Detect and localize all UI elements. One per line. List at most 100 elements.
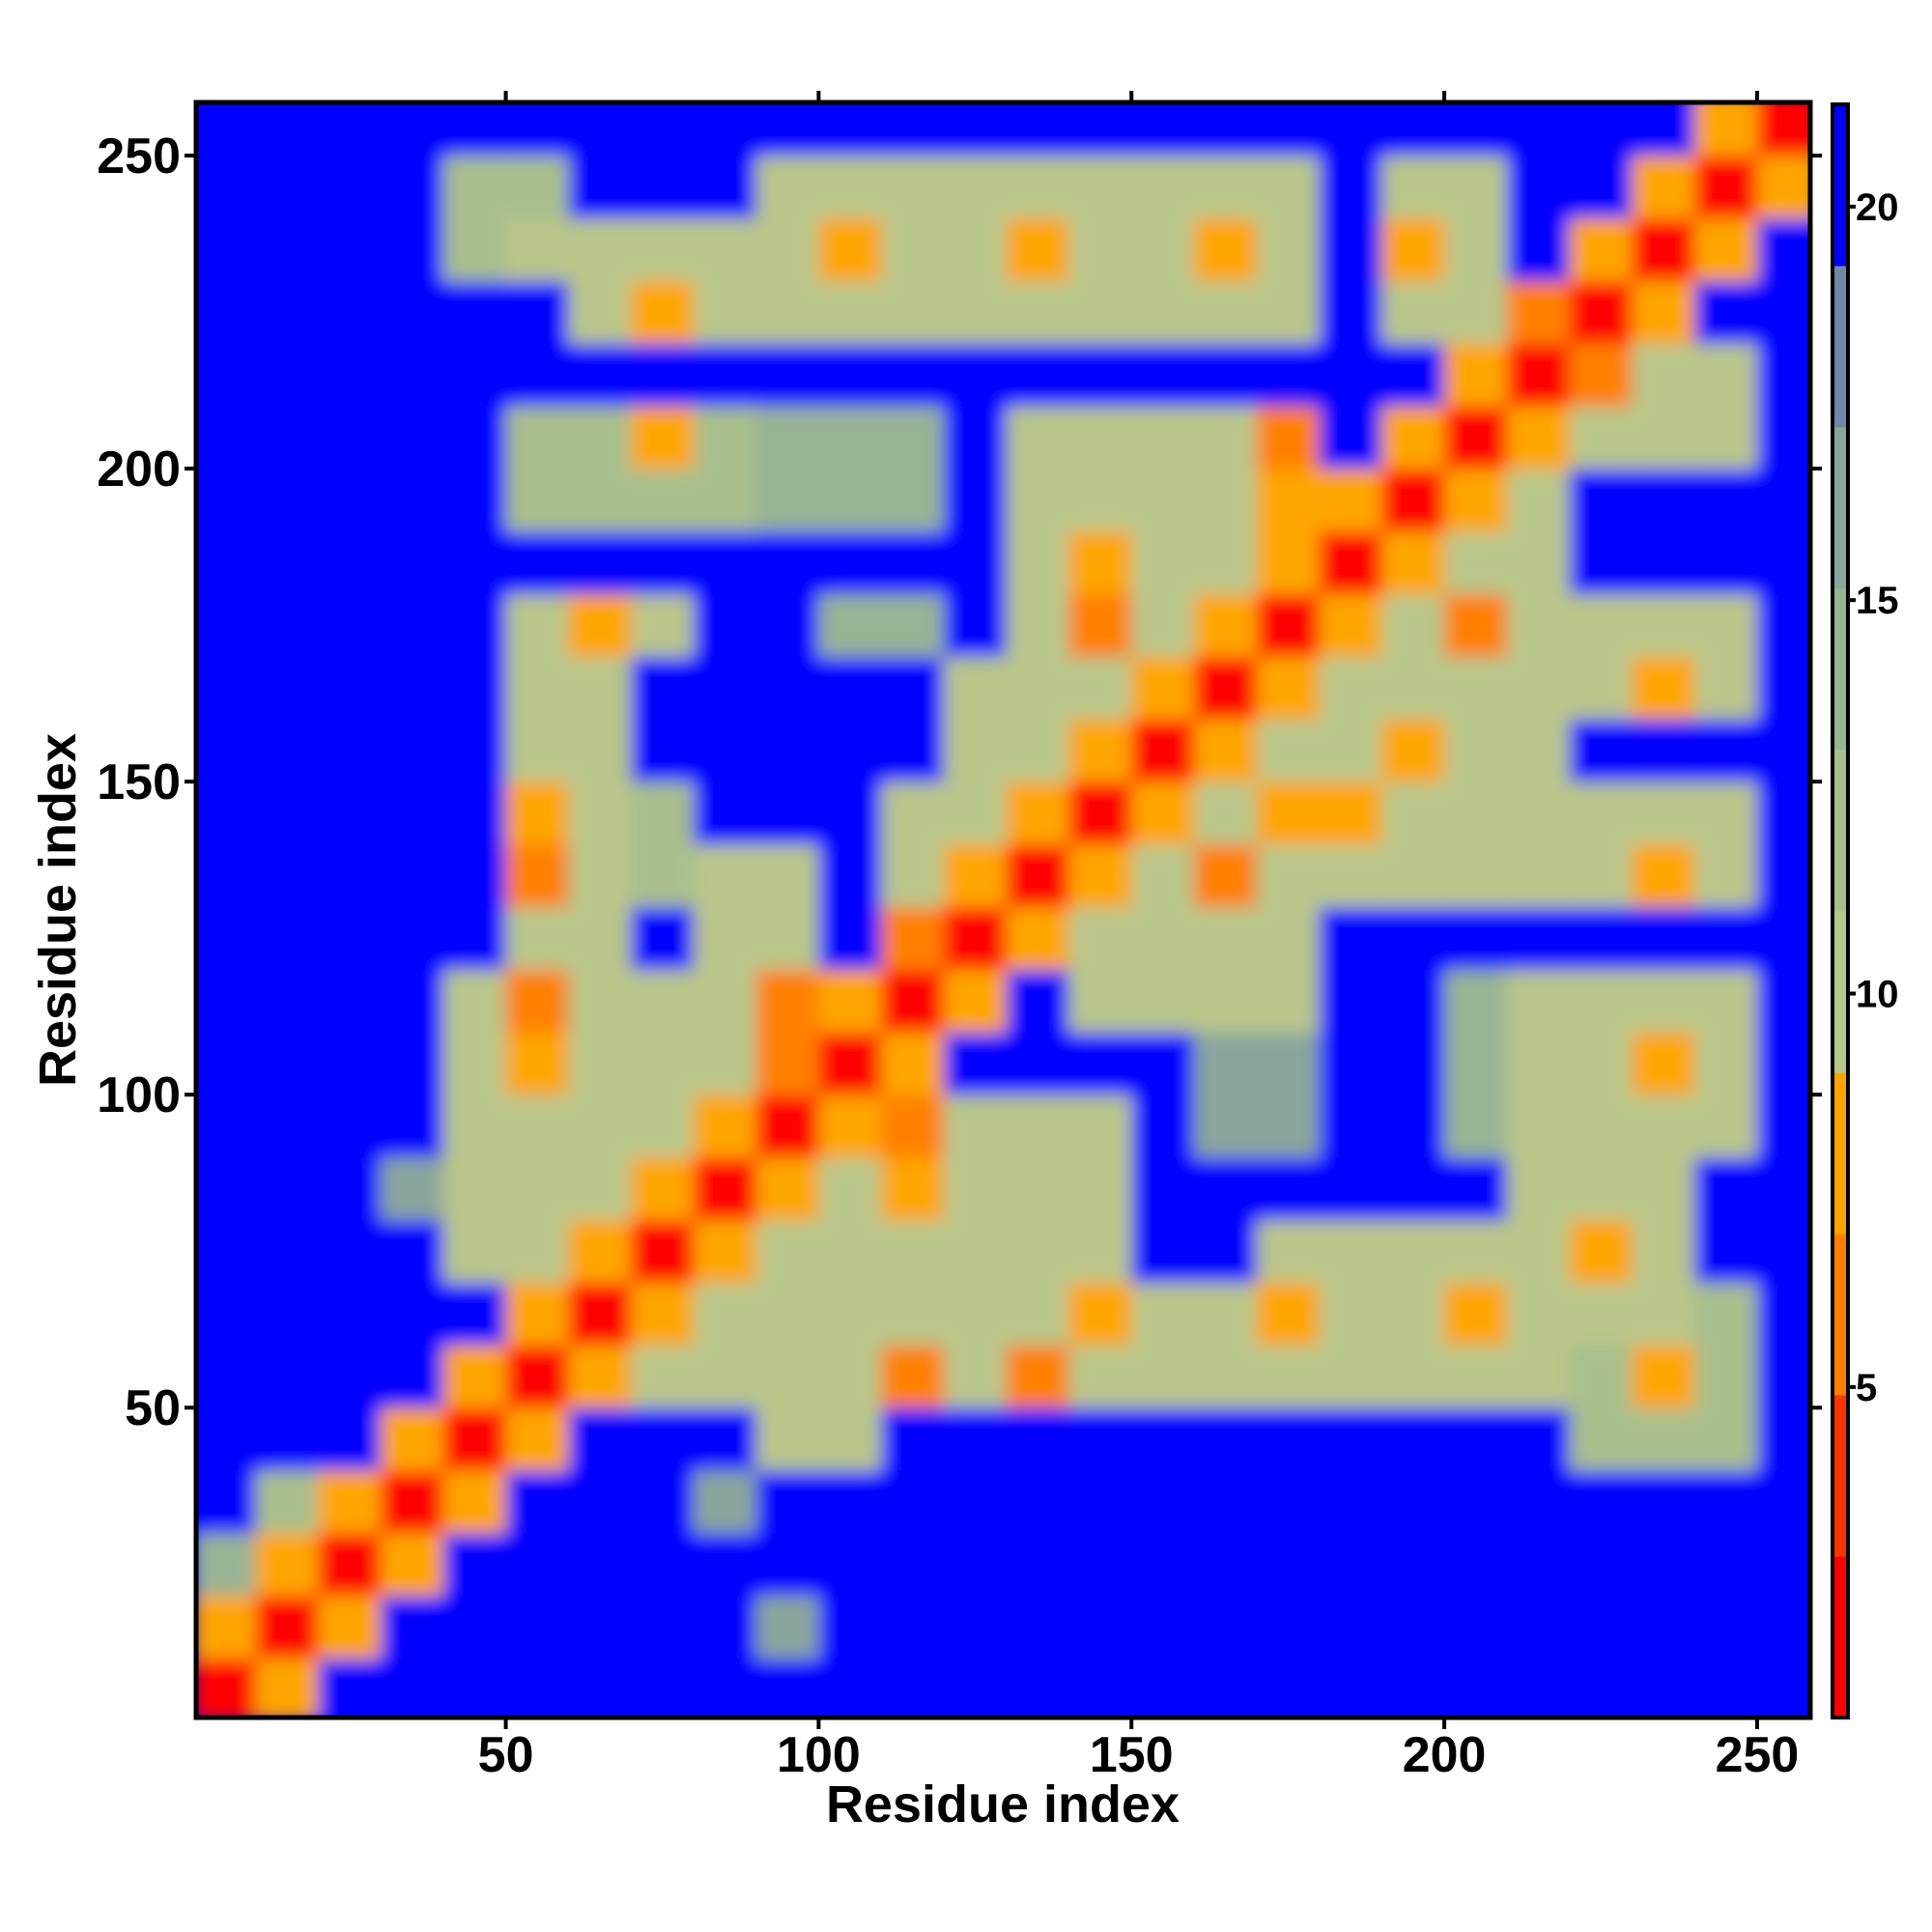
heatmap-cell <box>381 1595 444 1659</box>
heatmap-cell <box>1569 843 1633 908</box>
heatmap-cell <box>943 1407 1008 1471</box>
heatmap-cell <box>1569 1470 1633 1534</box>
heatmap-cell <box>1194 156 1258 219</box>
heatmap-cell <box>631 1282 695 1346</box>
heatmap-cell <box>1256 781 1321 845</box>
heatmap-cell <box>442 1407 507 1471</box>
heatmap-cell <box>1632 593 1695 658</box>
heatmap-cell <box>631 280 695 345</box>
heatmap-cell <box>1319 719 1382 782</box>
heatmap-cell <box>755 719 819 782</box>
heatmap-cell <box>755 843 819 908</box>
heatmap-cell <box>1131 781 1195 845</box>
heatmap-cell <box>318 1407 382 1471</box>
heatmap-cell <box>1381 343 1445 407</box>
heatmap-cell <box>1694 656 1758 720</box>
heatmap-cell <box>881 1532 945 1597</box>
heatmap-cell <box>818 1156 882 1221</box>
x-tick-label: 250 <box>1716 1727 1800 1783</box>
heatmap-cell <box>255 1156 319 1221</box>
heatmap-cell <box>196 1282 257 1346</box>
heatmap-cell <box>818 593 882 658</box>
heatmap-cell <box>196 1532 257 1597</box>
heatmap-cell <box>1194 1407 1258 1471</box>
heatmap-cell <box>196 1219 257 1284</box>
heatmap-cell <box>505 1032 569 1095</box>
heatmap-cell <box>1632 1658 1695 1718</box>
heatmap-cell <box>442 843 507 908</box>
heatmap-cell <box>1131 1595 1195 1659</box>
heatmap-cell <box>1006 843 1070 908</box>
heatmap-cell <box>568 1595 632 1659</box>
heatmap-cell <box>196 156 257 219</box>
heatmap-cell <box>196 1156 257 1221</box>
heatmap-cell <box>1756 781 1810 845</box>
heatmap-cell <box>1569 280 1633 345</box>
heatmap-cell <box>381 217 444 282</box>
heatmap-cell <box>1256 843 1321 908</box>
heatmap-cell <box>1381 406 1445 469</box>
heatmap-cell <box>693 1470 757 1534</box>
heatmap-cell <box>755 102 819 156</box>
heatmap-cell <box>1006 102 1070 156</box>
heatmap-cell <box>255 1532 319 1597</box>
heatmap-cell <box>1381 469 1445 532</box>
heatmap-cell <box>1381 843 1445 908</box>
heatmap-cell <box>693 1032 757 1095</box>
heatmap-cell <box>1006 1658 1070 1718</box>
heatmap-cell <box>943 969 1008 1033</box>
heatmap-cell <box>442 593 507 658</box>
heatmap-cell <box>1506 469 1571 532</box>
heatmap-cell <box>1381 217 1445 282</box>
heatmap-cell <box>1569 719 1633 782</box>
heatmap-cell <box>1632 781 1695 845</box>
heatmap-cell <box>1756 719 1810 782</box>
heatmap-cell <box>1194 906 1258 971</box>
heatmap-cell <box>943 1658 1008 1718</box>
heatmap-cell <box>631 593 695 658</box>
heatmap-cell <box>1194 102 1258 156</box>
heatmap-cell <box>755 217 819 282</box>
heatmap-cell <box>442 406 507 469</box>
heatmap-cell <box>1694 1345 1758 1408</box>
heatmap-cell <box>1319 1595 1382 1659</box>
heatmap-cell <box>568 843 632 908</box>
heatmap-cell <box>1381 1156 1445 1221</box>
heatmap-cell <box>255 1658 319 1718</box>
heatmap-cell <box>1756 156 1810 219</box>
heatmap-cell <box>1319 781 1382 845</box>
heatmap-cell <box>1194 1156 1258 1221</box>
heatmap-cell <box>1569 969 1633 1033</box>
heatmap-cell <box>505 469 569 532</box>
heatmap-cell <box>1194 530 1258 595</box>
heatmap-cell <box>1569 530 1633 595</box>
heatmap-cell <box>1756 217 1810 282</box>
heatmap-cell <box>631 1658 695 1718</box>
heatmap-cell <box>381 280 444 345</box>
y-tick-label: 150 <box>97 754 181 810</box>
heatmap-cell <box>1381 530 1445 595</box>
heatmap-cell <box>631 1532 695 1597</box>
heatmap-cell <box>1068 781 1132 845</box>
heatmap-cell <box>568 656 632 720</box>
heatmap-cell <box>943 1470 1008 1534</box>
heatmap-cell <box>1444 530 1508 595</box>
heatmap-cell <box>442 469 507 532</box>
heatmap-cell <box>505 593 569 658</box>
heatmap-cell <box>631 406 695 469</box>
heatmap-cell <box>1319 906 1382 971</box>
heatmap-cell <box>1194 1032 1258 1095</box>
heatmap-cell <box>1569 102 1633 156</box>
heatmap-cell <box>881 530 945 595</box>
heatmap-cell <box>1694 343 1758 407</box>
heatmap-cell <box>818 656 882 720</box>
heatmap-cell <box>1694 719 1758 782</box>
heatmap-cell <box>1694 906 1758 971</box>
heatmap-cell <box>1131 656 1195 720</box>
heatmap-cell <box>1068 843 1132 908</box>
heatmap-cell <box>1694 1407 1758 1471</box>
heatmap-cell <box>505 1282 569 1346</box>
heatmap-cell <box>693 781 757 845</box>
heatmap-cell <box>1256 1407 1321 1471</box>
heatmap-cell <box>1632 280 1695 345</box>
